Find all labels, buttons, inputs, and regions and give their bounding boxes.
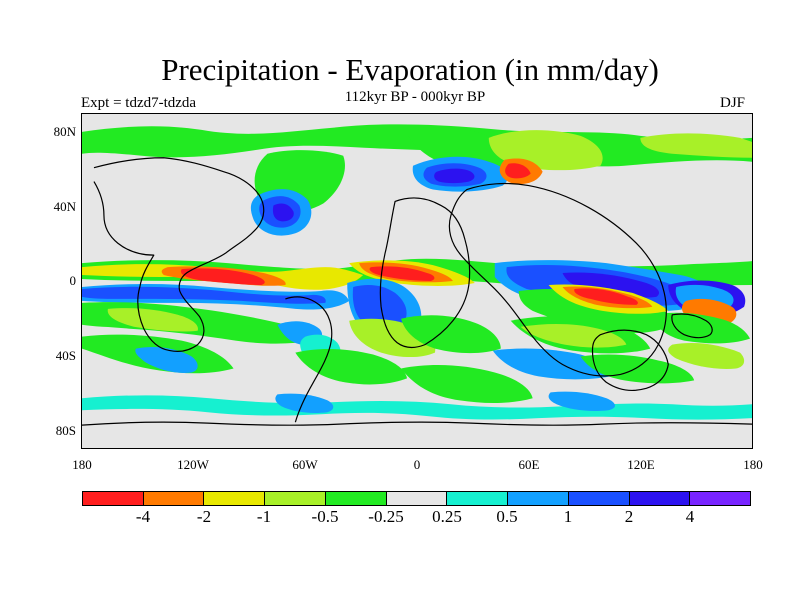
colorbar-tick-label: -4	[135, 507, 151, 526]
colorbar-tick-label: 2	[624, 507, 634, 526]
colorbar-tick-label: -0.25	[368, 507, 404, 526]
colorbar	[82, 491, 751, 506]
x-tick-label: 120E	[627, 457, 655, 472]
y-tick-label: 40S	[55, 348, 76, 363]
colorbar-segment	[629, 492, 691, 505]
y-tick-label: 0	[69, 273, 77, 288]
colorbar-segment	[265, 492, 326, 505]
colorbar-tick-label: 0.25	[432, 507, 462, 526]
colorbar-tick-label: 4	[685, 507, 695, 526]
colorbar-segment	[508, 492, 569, 505]
colorbar-segment	[386, 492, 448, 505]
x-tick-label: 120W	[177, 457, 209, 472]
colorbar-segment	[568, 492, 630, 505]
map-title: Precipitation - Evaporation (in mm/day)	[161, 52, 659, 87]
experiment-label: Expt = tdzd7-tdzda	[81, 95, 197, 111]
map-subtitle: 112kyr BP - 000kyr BP	[344, 89, 486, 105]
x-tick-label: 180	[72, 457, 92, 472]
colorbar-segment	[83, 492, 144, 505]
colorbar-tick-label: -2	[196, 507, 212, 526]
map-panel	[81, 113, 753, 449]
y-tick-label: 40N	[53, 199, 76, 214]
colorbar-segment	[325, 492, 387, 505]
x-tick-label: 60E	[518, 457, 540, 472]
colorbar-segment	[447, 492, 509, 505]
map-field	[82, 114, 752, 448]
x-tick-label: 0	[413, 457, 421, 472]
colorbar-segment	[143, 492, 205, 505]
x-tick-label: 60W	[292, 457, 318, 472]
colorbar-tick-label: -0.5	[311, 507, 339, 526]
y-tick-label: 80N	[53, 124, 76, 139]
colorbar-tick-label: -1	[256, 507, 272, 526]
colorbar-tick-label: 1	[563, 507, 573, 526]
colorbar-tick-label: 0.5	[496, 507, 518, 526]
y-tick-label: 80S	[55, 423, 76, 438]
colorbar-segment	[690, 492, 751, 505]
x-tick-label: 180	[743, 457, 763, 472]
colorbar-segment	[204, 492, 266, 505]
season-label: DJF	[720, 95, 746, 111]
